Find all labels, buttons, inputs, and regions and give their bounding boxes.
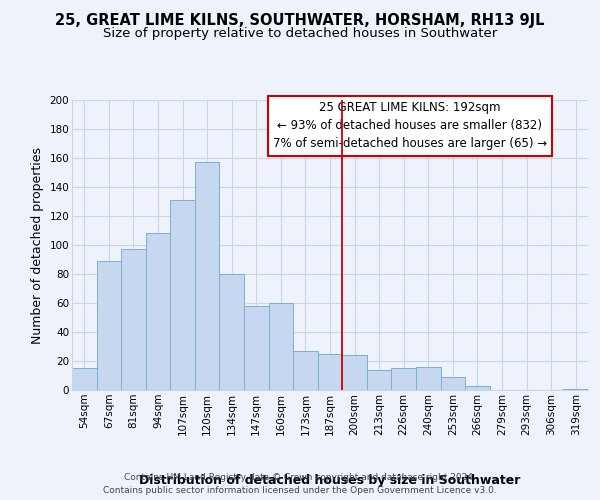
Bar <box>342 355 367 390</box>
Bar <box>293 351 318 390</box>
Bar <box>465 386 490 390</box>
Bar <box>220 274 244 390</box>
Bar <box>195 162 220 390</box>
Bar <box>146 234 170 390</box>
X-axis label: Distribution of detached houses by size in Southwater: Distribution of detached houses by size … <box>139 474 521 487</box>
Bar <box>391 368 416 390</box>
Bar <box>244 306 269 390</box>
Bar <box>563 388 588 390</box>
Text: Size of property relative to detached houses in Southwater: Size of property relative to detached ho… <box>103 28 497 40</box>
Y-axis label: Number of detached properties: Number of detached properties <box>31 146 44 344</box>
Bar <box>416 367 440 390</box>
Bar <box>269 303 293 390</box>
Bar <box>318 354 342 390</box>
Text: 25, GREAT LIME KILNS, SOUTHWATER, HORSHAM, RH13 9JL: 25, GREAT LIME KILNS, SOUTHWATER, HORSHA… <box>55 12 545 28</box>
Bar <box>440 377 465 390</box>
Bar <box>367 370 391 390</box>
Bar <box>72 368 97 390</box>
Bar <box>170 200 195 390</box>
Text: Contains HM Land Registry data © Crown copyright and database right 2024.: Contains HM Land Registry data © Crown c… <box>124 474 476 482</box>
Bar <box>97 261 121 390</box>
Text: 25 GREAT LIME KILNS: 192sqm
← 93% of detached houses are smaller (832)
7% of sem: 25 GREAT LIME KILNS: 192sqm ← 93% of det… <box>273 102 547 150</box>
Bar <box>121 250 146 390</box>
Text: Contains public sector information licensed under the Open Government Licence v3: Contains public sector information licen… <box>103 486 497 495</box>
